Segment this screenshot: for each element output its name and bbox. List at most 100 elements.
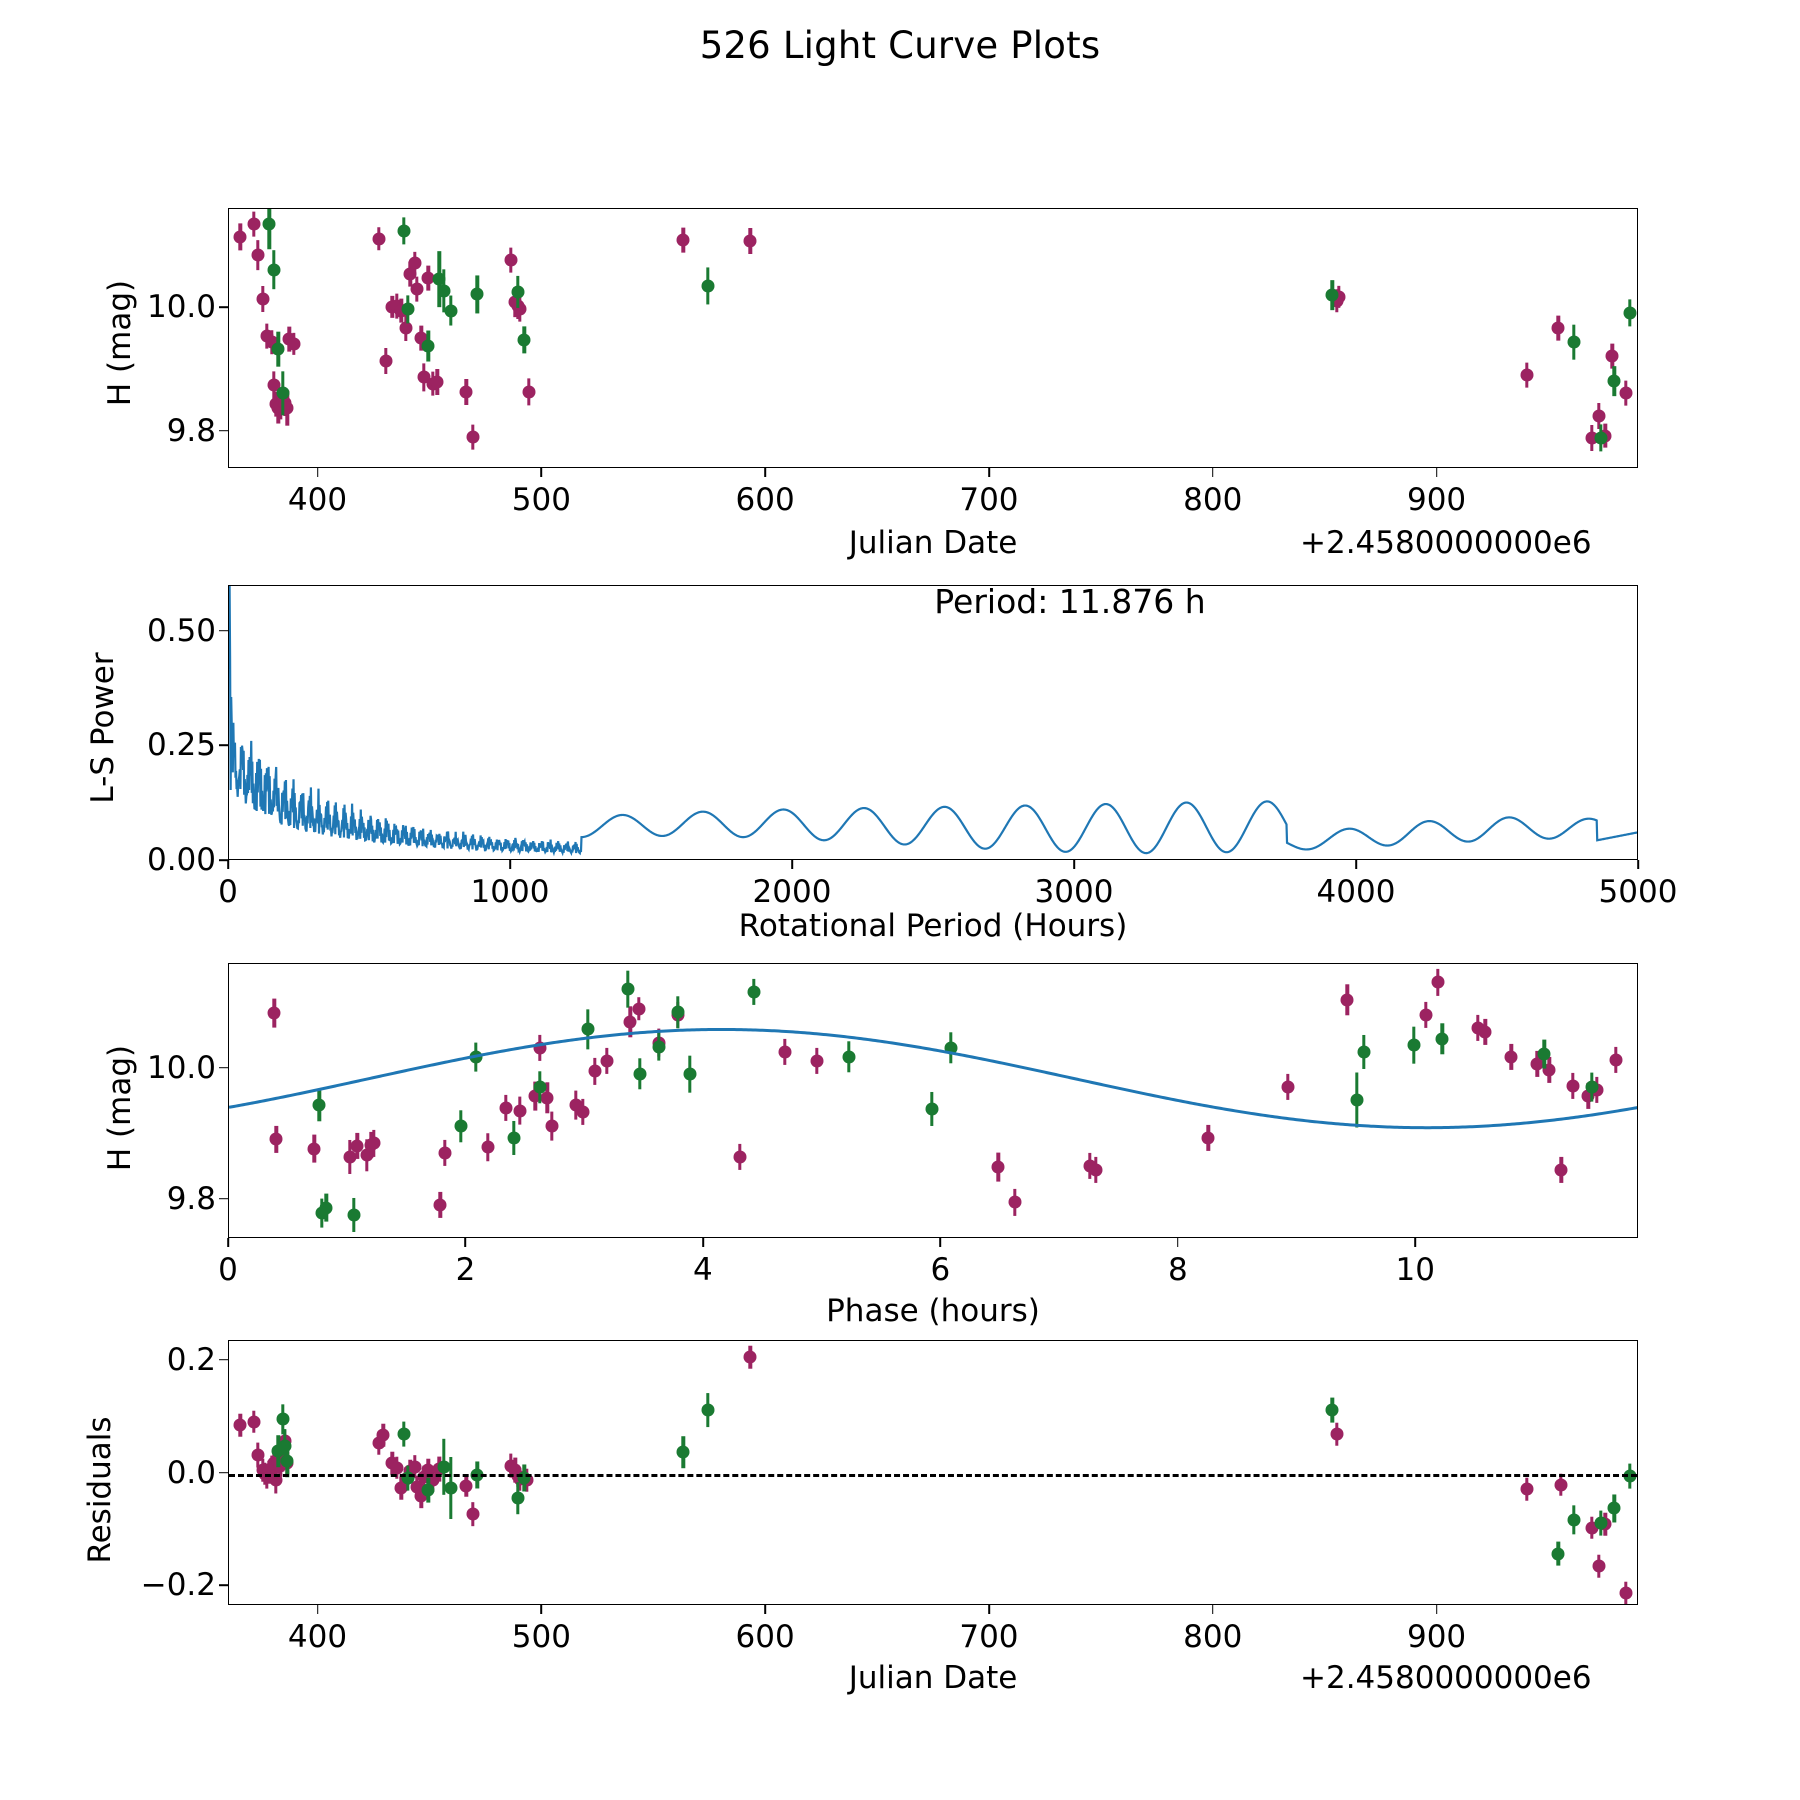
residuals-datapoint: [421, 1483, 435, 1497]
phase-folded-datapoint: [1357, 1045, 1371, 1059]
periodogram-xtick-mark: [1073, 860, 1075, 869]
lightcurve-datapoint: [397, 224, 411, 238]
lightcurve-datapoint: [410, 282, 424, 296]
lightcurve-datapoint: [421, 271, 435, 285]
lightcurve-datapoint: [251, 248, 265, 262]
phase-folded-ytick-mark: [219, 1066, 228, 1069]
phase-folded-datapoint: [925, 1102, 939, 1116]
residuals-datapoint: [280, 1454, 294, 1468]
phase-folded-datapoint: [600, 1054, 614, 1068]
periodogram-xtick-mark: [791, 860, 793, 869]
phase-folded-datapoint: [623, 1015, 637, 1029]
lightcurve-datapoint: [421, 339, 435, 353]
periodogram-xtick-label: 0: [218, 874, 238, 910]
lightcurve-datapoint: [276, 386, 290, 400]
lightcurve-xtick-label: 700: [959, 482, 1019, 518]
phase-folded-datapoint: [545, 1119, 559, 1133]
lightcurve-ytick-label: 10.0: [146, 289, 216, 326]
page-title: 526 Light Curve Plots: [699, 24, 1101, 67]
lightcurve-datapoint: [399, 321, 413, 335]
residuals-xtick-mark: [1435, 1605, 1438, 1614]
phase-folded-xlabel: Phase (hours): [826, 1293, 1040, 1329]
phase-folded-datapoint: [533, 1080, 547, 1094]
phase-folded-datapoint: [1431, 975, 1445, 989]
phase-folded-datapoint: [513, 1104, 527, 1118]
phase-folded-datapoint: [652, 1040, 666, 1053]
phase-folded-datapoint: [1609, 1053, 1623, 1067]
periodogram-xtick-mark: [227, 860, 229, 869]
lightcurve-datapoint: [233, 230, 247, 244]
phase-folded-xtick-label: 8: [1167, 1252, 1188, 1288]
lightcurve-datapoint: [1619, 386, 1633, 400]
residuals-datapoint: [251, 1448, 265, 1462]
phase-folded-datapoint: [1478, 1025, 1492, 1039]
phase-folded-xtick-label: 2: [455, 1252, 476, 1288]
phase-folded-datapoint: [499, 1101, 513, 1115]
lightcurve-ytick-label: 9.8: [166, 412, 216, 449]
panel-lightcurve: H (mag) Julian Date +2.4580000000e6: [0, 0, 1800, 561]
periodogram-axes: [228, 585, 1638, 860]
phase-folded-datapoint: [1530, 1057, 1544, 1071]
lightcurve-datapoint: [1592, 409, 1606, 423]
periodogram-ytick-mark: [219, 630, 228, 632]
lightcurve-datapoint: [271, 342, 285, 356]
residuals-datapoint: [1592, 1559, 1606, 1573]
phase-folded-xtick-label: 10: [1395, 1252, 1435, 1288]
residuals-datapoint: [390, 1461, 404, 1475]
periodogram-xtick-label: 1000: [470, 874, 550, 910]
residuals-zero-line: [229, 1473, 1637, 1477]
lightcurve-datapoint: [522, 385, 536, 399]
periodogram-xtick-mark: [1637, 860, 1639, 869]
lightcurve-datapoint: [401, 302, 415, 316]
period-annotation: Period: 11.876 h: [934, 582, 1206, 621]
lightcurve-offset-label: +2.4580000000e6: [1300, 525, 1592, 561]
lightcurve-xtick-mark: [1211, 468, 1214, 477]
phase-folded-datapoint: [632, 1002, 646, 1016]
lightcurve-datapoint: [1520, 368, 1534, 382]
phase-folded-datapoint: [1201, 1131, 1215, 1145]
phase-folded-datapoint: [312, 1098, 326, 1112]
residuals-datapoint: [376, 1428, 390, 1442]
phase-folded-datapoint: [778, 1045, 792, 1059]
lightcurve-xtick-label: 600: [735, 482, 795, 518]
phase-folded-datapoint: [621, 982, 635, 996]
phase-folded-xtick-mark: [702, 1238, 704, 1247]
residuals-xtick-mark: [988, 1605, 990, 1614]
periodogram-ytick-label: 0.00: [146, 842, 216, 878]
phase-folded-xtick-mark: [1414, 1238, 1417, 1247]
residuals-xtick-label: 900: [1406, 1619, 1467, 1655]
phase-folded-datapoint: [1340, 993, 1354, 1007]
residuals-axes: [228, 1340, 1638, 1605]
residuals-xtick-mark: [1211, 1605, 1214, 1614]
residuals-datapoint: [1619, 1586, 1633, 1600]
phase-folded-ytick-mark: [219, 1197, 228, 1200]
phase-folded-datapoint: [1419, 1008, 1433, 1022]
lightcurve-datapoint: [372, 232, 386, 246]
residuals-xtick-label: 800: [1183, 1619, 1243, 1655]
residuals-datapoint: [276, 1412, 290, 1426]
residuals-datapoint: [269, 1473, 283, 1487]
lightcurve-datapoint: [1594, 431, 1608, 445]
periodogram-ytick-mark: [219, 744, 228, 747]
lightcurve-datapoint: [408, 256, 422, 270]
phase-folded-datapoint: [1008, 1195, 1022, 1209]
phase-folded-xtick-label: 6: [930, 1252, 951, 1288]
phase-folded-xtick-mark: [1177, 1238, 1179, 1247]
residuals-datapoint: [1567, 1513, 1581, 1527]
lightcurve-datapoint: [1325, 288, 1339, 302]
lightcurve-ytick-mark: [219, 306, 228, 308]
residuals-ytick-mark: [219, 1471, 228, 1474]
residuals-datapoint: [437, 1460, 451, 1474]
residuals-ytick-mark: [219, 1584, 228, 1587]
phase-folded-datapoint: [343, 1150, 357, 1163]
periodogram-ytick-mark: [219, 859, 228, 861]
residuals-datapoint: [1520, 1482, 1534, 1496]
phase-folded-datapoint: [269, 1132, 283, 1146]
phase-folded-datapoint: [581, 1022, 595, 1036]
lightcurve-datapoint: [470, 287, 484, 301]
phase-folded-datapoint: [842, 1050, 856, 1064]
residuals-datapoint: [1551, 1547, 1565, 1561]
residuals-datapoint: [1554, 1478, 1568, 1492]
